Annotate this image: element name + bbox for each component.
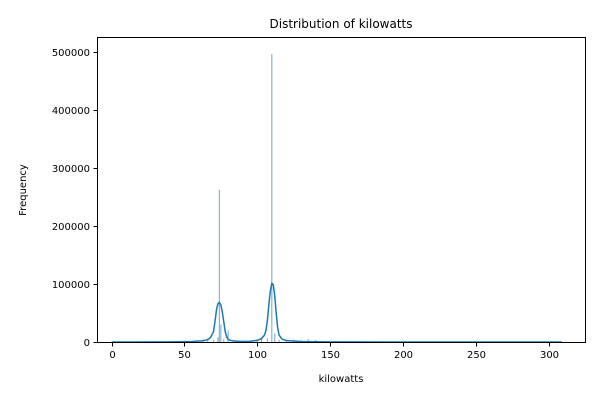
x-tick-label: 50 [178, 350, 191, 361]
histogram-bar [217, 337, 219, 342]
y-tick-label: 200000 [52, 222, 90, 233]
histogram-bar [256, 340, 258, 342]
y-axis: 0 100000 200000 300000 400000 500000 [52, 48, 98, 349]
histogram-bar [220, 324, 222, 342]
histogram-bar [227, 330, 229, 342]
histogram-bar [202, 340, 204, 342]
x-axis: 0 50 100 150 200 250 300 [109, 342, 559, 361]
y-tick-label: 300000 [52, 164, 90, 175]
histogram-bar [271, 53, 273, 342]
histogram-bar [223, 339, 225, 342]
plot-area [97, 37, 586, 343]
histogram-bar [274, 333, 276, 342]
histogram-bar [212, 339, 215, 342]
histogram-bar [307, 339, 309, 342]
histogram-bar [266, 338, 269, 342]
x-tick-label: 150 [321, 350, 340, 361]
kde-curve [111, 282, 562, 343]
x-tick-label: 0 [109, 350, 115, 361]
histogram-bar [278, 339, 280, 342]
y-tick-label: 0 [84, 338, 90, 349]
x-tick-label: 300 [540, 350, 559, 361]
x-axis-label: kilowatts [319, 374, 364, 385]
y-tick-label: 100000 [52, 280, 90, 291]
y-tick-label: 400000 [52, 106, 90, 117]
x-tick-label: 250 [467, 350, 486, 361]
x-tick-label: 100 [248, 350, 267, 361]
histogram-bar [261, 337, 263, 342]
histogram-bar [218, 189, 220, 342]
chart-title: Distribution of kilowatts [270, 17, 413, 31]
plot-frame [97, 37, 586, 343]
y-tick-label: 500000 [52, 48, 90, 59]
y-axis-label: Frequency [18, 164, 29, 216]
x-tick-label: 200 [394, 350, 413, 361]
